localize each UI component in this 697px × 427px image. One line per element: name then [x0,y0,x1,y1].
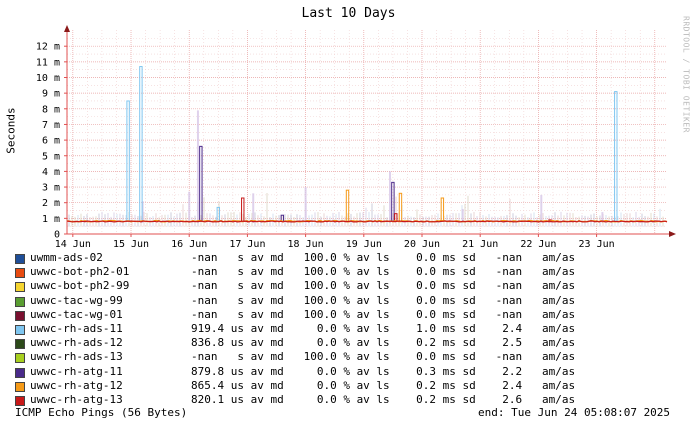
x-tick-label: 18 Jun [288,239,324,250]
legend-series-stats: 820.1 us av md 0.0 % av ls 0.2 ms sd 2.6… [191,392,576,406]
y-tick-label: 9 m [42,89,60,100]
rrdtool-watermark: RRDTOOL / TOBI OETIKER [681,16,691,133]
latency-spike [199,145,203,222]
legend-series-stats: -nan s av md 100.0 % av ls 0.0 ms sd -na… [191,350,576,364]
legend-swatch [15,324,25,335]
latency-spike [139,66,143,222]
y-tick-label: 2 m [42,198,60,209]
legend-series-stats: -nan s av md 100.0 % av ls 0.0 ms sd -na… [191,279,576,293]
x-tick-label: 15 Jun [113,239,149,250]
legend-series-stats: 865.4 us av md 0.0 % av ls 0.2 ms sd 2.4… [191,378,576,392]
legend-series-name: uwwc-rh-atg-12 [30,378,123,392]
legend-swatch [15,381,25,392]
legend-series-stats: -nan s av md 100.0 % av ls 0.0 ms sd -na… [191,307,576,321]
y-tick-label: 10 m [36,73,60,84]
legend-series-name: uwwc-bot-ph2-01 [30,265,130,279]
y-tick-label: 8 m [42,104,60,115]
y-tick-label: 4 m [42,167,60,178]
x-tick-label: 21 Jun [462,239,498,250]
y-tick-label: 11 m [36,57,60,68]
legend-swatch [15,296,25,307]
legend-series-name: uwwc-bot-ph2-99 [30,279,130,293]
x-tick-label: 17 Jun [229,239,265,250]
legend-swatch [15,254,25,264]
legend-swatch [15,339,25,350]
y-tick-label: 7 m [42,120,60,131]
legend-swatch [15,367,25,378]
y-axis-arrow [64,25,70,32]
x-tick-label: 20 Jun [404,239,440,250]
legend-series-name: uwwc-rh-atg-13 [30,392,123,406]
x-tick-label: 19 Jun [346,239,382,250]
latency-spike [614,91,618,222]
x-axis-arrow [669,231,676,237]
legend-series-name: uwmm-ads-02 [30,251,103,264]
legend-series-stats: -nan s av md 100.0 % av ls 0.0 ms sd -na… [191,293,576,307]
legend-series-name: uwwc-tac-wg-99 [30,293,123,307]
legend-swatch [15,282,25,293]
y-tick-label: 5 m [42,151,60,162]
y-tick-label: 1 m [42,214,60,225]
footer-end-time: end: Tue Jun 24 05:08:07 2025 [478,406,671,419]
legend-series-stats: -nan s av md 100.0 % av ls 0.0 ms sd -na… [191,251,576,264]
y-tick-label: 3 m [42,183,60,194]
legend-series-stats: 836.8 us av md 0.0 % av ls 0.2 ms sd 2.5… [191,336,576,350]
y-axis-label: Seconds [4,107,18,154]
x-tick-label: 16 Jun [171,239,207,250]
latency-spike [398,192,403,222]
x-tick-label: 22 Jun [520,239,556,250]
legend-swatch [15,353,25,364]
legend-series-name: uwwc-rh-atg-11 [30,364,123,378]
legend-series-stats: 919.4 us av md 0.0 % av ls 1.0 ms sd 2.4… [191,321,576,335]
legend-series-name: uwwc-tac-wg-01 [30,307,123,321]
x-tick-label: 14 Jun [55,239,91,250]
y-tick-label: 12 m [36,42,60,53]
legend-series-stats: -nan s av md 100.0 % av ls 0.0 ms sd -na… [191,265,576,279]
latency-spike [440,197,445,222]
latency-chart: 0 1 m 2 m 3 m 4 m 5 m 6 m 7 m 8 m 9 m 10 m 11 m 12 m… [36,25,676,250]
legend-swatch [15,310,25,321]
legend-swatch [15,395,25,406]
legend-series-stats: 879.8 us av md 0.0 % av ls 0.3 ms sd 2.2… [191,364,576,378]
legend-series-name: uwwc-rh-ads-12 [30,336,123,350]
x-tick-label: 23 Jun [579,239,615,250]
legend-series-name: uwwc-rh-ads-11 [30,321,123,335]
footer-description: ICMP Echo Pings (56 Bytes) [15,406,188,419]
y-tick-label: 0 [54,230,60,241]
y-tick-label: 6 m [42,136,60,147]
legend-series-name: uwwc-rh-ads-13 [30,350,123,364]
median-line-red [66,220,668,223]
legend-swatch [15,268,25,279]
latency-spike [126,100,130,222]
chart-title: Last 10 Days [301,6,396,21]
